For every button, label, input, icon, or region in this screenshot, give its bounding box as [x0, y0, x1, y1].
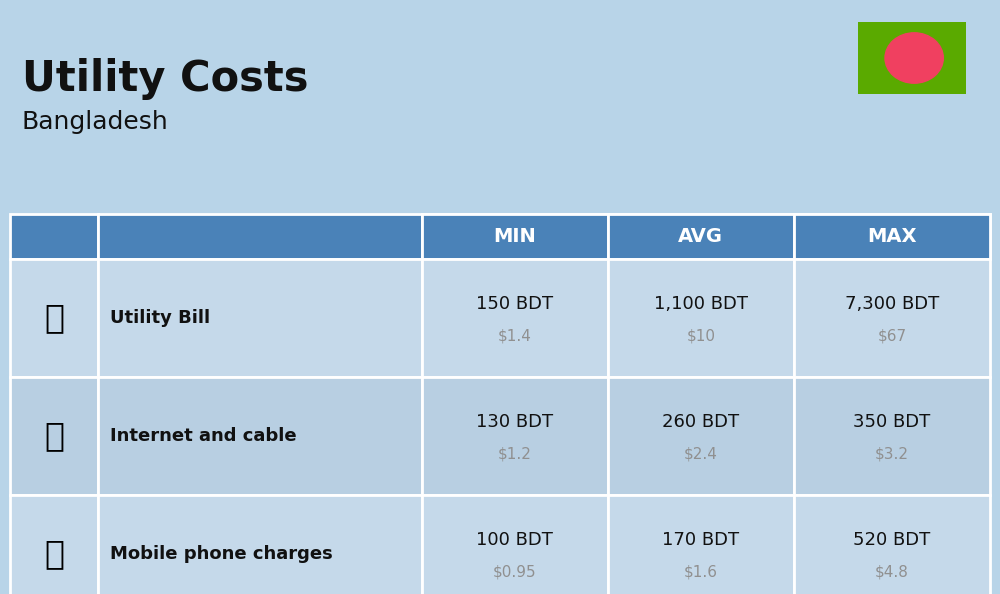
FancyBboxPatch shape: [858, 22, 966, 94]
Text: 100 BDT: 100 BDT: [476, 531, 553, 549]
Text: $10: $10: [686, 328, 715, 343]
Bar: [608, 214, 794, 259]
Bar: [98, 214, 422, 259]
Bar: [10, 259, 98, 377]
Bar: [98, 495, 422, 594]
Text: Utility Bill: Utility Bill: [110, 309, 210, 327]
Text: AVG: AVG: [678, 227, 723, 246]
Text: 📱: 📱: [44, 538, 64, 570]
Bar: [422, 259, 608, 377]
Text: $2.4: $2.4: [684, 446, 718, 461]
Text: $1.2: $1.2: [498, 446, 532, 461]
Text: 📡: 📡: [44, 419, 64, 453]
Bar: [608, 377, 794, 495]
Bar: [98, 259, 422, 377]
Text: 🔌: 🔌: [44, 302, 64, 334]
Text: $3.2: $3.2: [875, 446, 909, 461]
Bar: [10, 495, 98, 594]
Bar: [422, 214, 608, 259]
Text: Bangladesh: Bangladesh: [22, 110, 169, 134]
Bar: [794, 214, 990, 259]
Bar: [608, 259, 794, 377]
Text: 130 BDT: 130 BDT: [476, 413, 553, 431]
Bar: [10, 214, 98, 259]
Text: $1.6: $1.6: [684, 564, 718, 579]
Ellipse shape: [885, 33, 943, 83]
Text: $0.95: $0.95: [493, 564, 537, 579]
Bar: [422, 377, 608, 495]
Text: 350 BDT: 350 BDT: [853, 413, 931, 431]
Text: 150 BDT: 150 BDT: [476, 295, 553, 313]
Bar: [794, 495, 990, 594]
Text: 520 BDT: 520 BDT: [853, 531, 931, 549]
Text: MAX: MAX: [867, 227, 917, 246]
Bar: [794, 259, 990, 377]
Bar: [98, 377, 422, 495]
Text: $67: $67: [877, 328, 907, 343]
Text: $1.4: $1.4: [498, 328, 532, 343]
Bar: [10, 377, 98, 495]
Bar: [422, 495, 608, 594]
Bar: [422, 214, 608, 259]
Bar: [794, 214, 990, 259]
Text: 260 BDT: 260 BDT: [662, 413, 739, 431]
Text: Internet and cable: Internet and cable: [110, 427, 297, 445]
Bar: [794, 377, 990, 495]
Text: Utility Costs: Utility Costs: [22, 58, 308, 100]
Text: 7,300 BDT: 7,300 BDT: [845, 295, 939, 313]
Text: 170 BDT: 170 BDT: [662, 531, 739, 549]
Text: MIN: MIN: [493, 227, 536, 246]
Bar: [608, 214, 794, 259]
Bar: [608, 495, 794, 594]
Text: $4.8: $4.8: [875, 564, 909, 579]
Text: 1,100 BDT: 1,100 BDT: [654, 295, 748, 313]
Text: Mobile phone charges: Mobile phone charges: [110, 545, 333, 563]
